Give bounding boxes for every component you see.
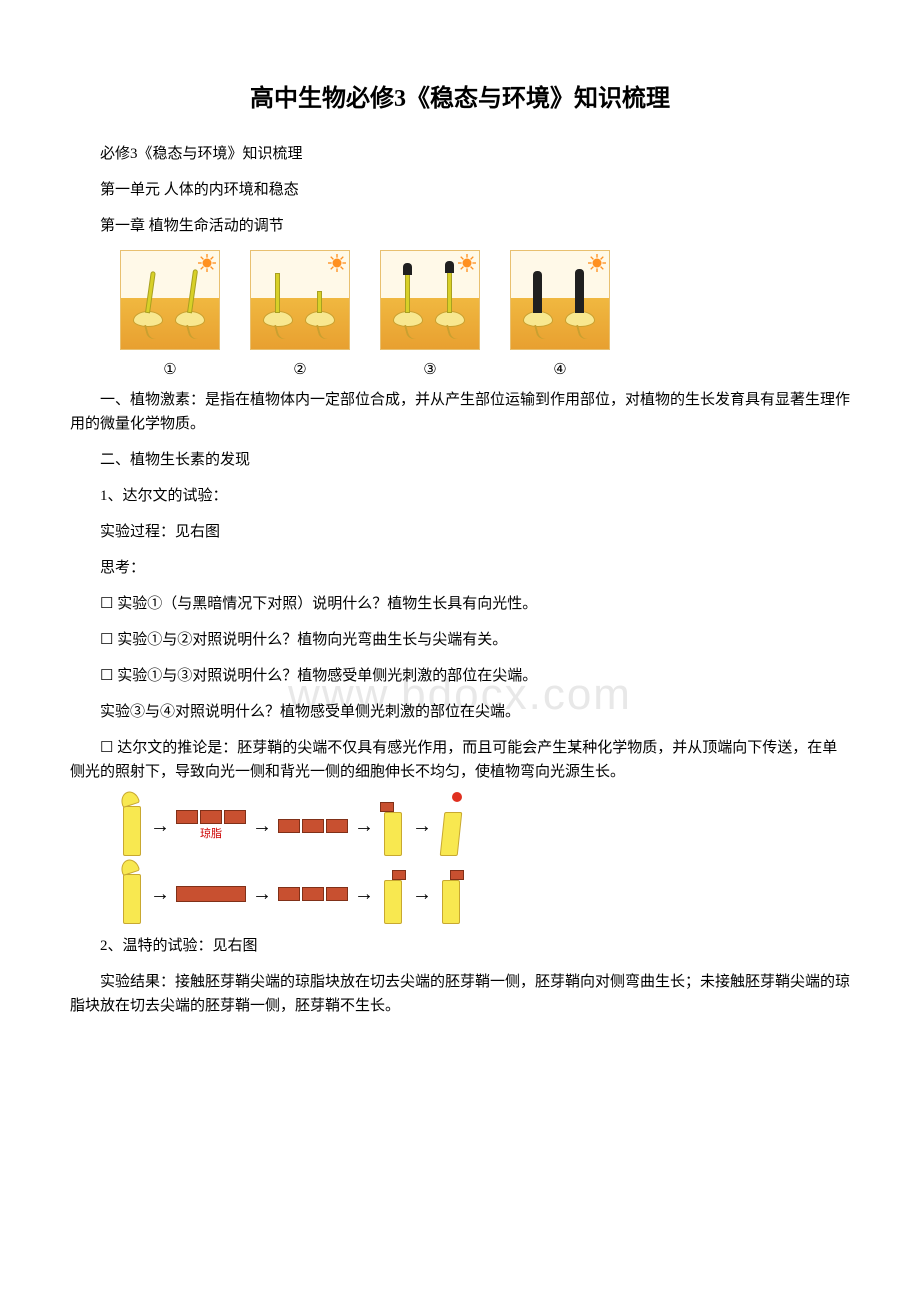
sun-icon [588,254,606,272]
coleoptile-agar-side-icon [380,864,406,924]
coleoptile-bent-icon [438,796,464,856]
document-content: 高中生物必修3《稳态与环境》知识梳理 必修3《稳态与环境》知识梳理 第一单元 人… [70,80,850,1018]
agar-label: 琼脂 [200,826,222,844]
chapter-line: 第一章 植物生命活动的调节 [70,214,850,238]
s2-q4: 实验③与④对照说明什么？植物感受单侧光刺激的部位在尖端。 [70,700,850,724]
s2-q3: ☐ 实验①与③对照说明什么？植物感受单侧光刺激的部位在尖端。 [70,664,850,688]
fig1-panel-4: ④ [510,250,610,382]
fig1-label-1: ① [163,358,176,382]
unit-line: 第一单元 人体的内环境和稳态 [70,178,850,202]
fig1-label-3: ③ [423,358,436,382]
agar-blocks-icon [278,887,348,901]
figure-1: ① ② ③ [120,250,850,382]
fig1-panel-1: ① [120,250,220,382]
fig2-row-1: → 琼脂 → → → [120,796,850,856]
s2-conclusion: ☐ 达尔文的推论是：胚芽鞘的尖端不仅具有感光作用，而且可能会产生某种化学物质，并… [70,736,850,784]
agar-blocks-icon [278,819,348,833]
agar-blocks-labeled: 琼脂 [176,810,246,844]
page-title: 高中生物必修3《稳态与环境》知识梳理 [70,80,850,118]
fig1-label-2: ② [293,358,306,382]
arrow-icon: → [150,878,170,910]
coleoptile-agar-side-icon [380,796,406,856]
s2-q1: ☐ 实验①（与黑暗情况下对照）说明什么？植物生长具有向光性。 [70,592,850,616]
figure-2: → 琼脂 → → → [120,796,850,924]
coleoptile-with-tip-icon [120,864,144,924]
arrow-icon: → [252,810,272,842]
coleoptile-with-tip-icon [120,796,144,856]
section-2-heading: 二、植物生长素的发现 [70,448,850,472]
arrow-icon: → [252,878,272,910]
sun-icon [458,254,476,272]
agar-long-icon [176,886,246,902]
arrow-icon: → [412,878,432,910]
fig2-row-2: → → → → [120,864,850,924]
subtitle-line: 必修3《稳态与环境》知识梳理 [70,142,850,166]
s2-item2-result: 实验结果：接触胚芽鞘尖端的琼脂块放在切去尖端的胚芽鞘一侧，胚芽鞘向对侧弯曲生长；… [70,970,850,1018]
s2-q2: ☐ 实验①与②对照说明什么？植物向光弯曲生长与尖端有关。 [70,628,850,652]
s2-item1-proc: 实验过程：见右图 [70,520,850,544]
sun-icon [198,254,216,272]
arrow-icon: → [354,878,374,910]
s2-item1: 1、达尔文的试验： [70,484,850,508]
coleoptile-straight-icon [438,864,464,924]
sun-icon [328,254,346,272]
fig1-panel-3: ③ [380,250,480,382]
s2-item2: 2、温特的试验：见右图 [70,934,850,958]
arrow-icon: → [150,810,170,842]
fig1-label-4: ④ [553,358,566,382]
s2-think: 思考： [70,556,850,580]
section-1-heading: 一、植物激素：是指在植物体内一定部位合成，并从产生部位运输到作用部位，对植物的生… [70,388,850,436]
fig1-panel-2: ② [250,250,350,382]
arrow-icon: → [412,810,432,842]
arrow-icon: → [354,810,374,842]
